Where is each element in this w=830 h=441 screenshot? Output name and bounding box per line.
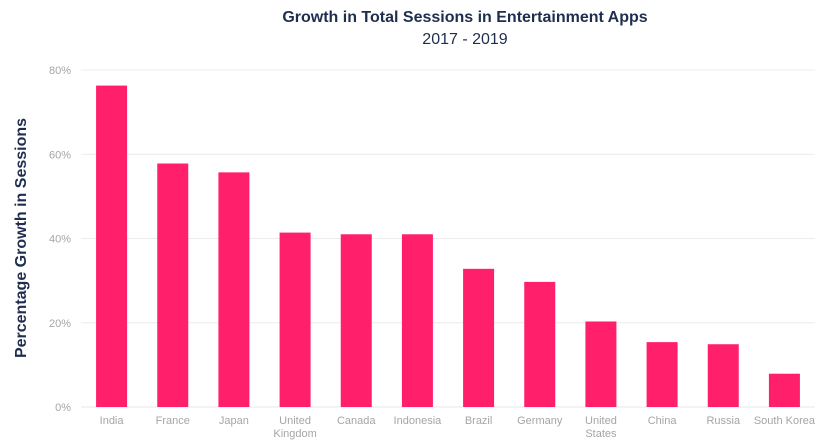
x-tick-label: Japan <box>219 415 249 427</box>
x-tick-label: United States <box>585 415 617 440</box>
y-axis-ticks: 0% 20% 40% 60% 80% <box>49 65 71 414</box>
bar-brazil <box>463 268 495 407</box>
bar-united-kingdom <box>279 232 311 407</box>
x-tick-label: Indonesia <box>394 415 443 427</box>
bar-japan <box>218 172 250 407</box>
y-tick-label: 80% <box>49 65 71 77</box>
grid-lines <box>81 69 815 408</box>
x-tick-label: Brazil <box>465 415 493 427</box>
bar-indonesia <box>401 234 433 407</box>
x-tick-label: Germany <box>517 415 563 427</box>
bar-united-states <box>585 321 617 407</box>
bar-india <box>96 85 128 408</box>
x-axis-ticks: India France Japan United Kingdom Canada Indon… <box>100 415 816 440</box>
chart-title: Growth in Total Sessions in Entertainmen… <box>282 9 647 26</box>
x-tick-label: South Korea <box>754 415 816 427</box>
bar-germany <box>524 281 556 407</box>
y-tick-label: 20% <box>49 318 71 330</box>
bar-france <box>157 163 189 407</box>
bar-south-korea <box>768 373 800 407</box>
x-tick-label: Canada <box>337 415 376 427</box>
x-tick-label: India <box>100 415 125 427</box>
x-tick-label: United Kingdom <box>273 415 316 440</box>
chart-subtitle: 2017 - 2019 <box>422 31 508 48</box>
bar-russia <box>707 344 739 407</box>
x-tick-label: France <box>156 415 190 427</box>
bar-canada <box>340 234 372 407</box>
bars <box>96 85 800 408</box>
bar-china <box>646 342 678 407</box>
y-tick-label: 0% <box>55 402 71 414</box>
y-tick-label: 40% <box>49 234 71 246</box>
y-tick-label: 60% <box>49 149 71 161</box>
y-axis-label: Percentage Growth in Sessions <box>13 118 30 358</box>
x-tick-label: Russia <box>706 415 741 427</box>
x-tick-label: China <box>648 415 678 427</box>
